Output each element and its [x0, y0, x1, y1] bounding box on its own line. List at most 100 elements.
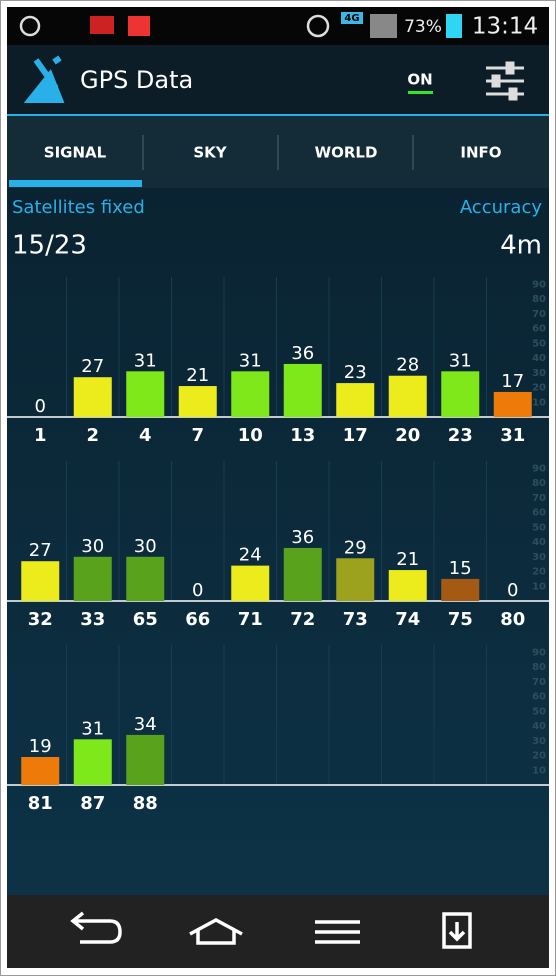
status-bar [7, 7, 549, 45]
value-label: 34 [134, 714, 157, 735]
y-tick-label: 10 [532, 581, 546, 592]
bar [73, 377, 112, 417]
x-tick-label: 66 [185, 609, 210, 630]
x-tick-label: 81 [28, 793, 53, 814]
y-tick-label: 80 [532, 662, 546, 673]
y-tick-label: 80 [532, 294, 546, 305]
app-icon [90, 16, 114, 34]
x-tick-label: 87 [80, 793, 105, 814]
value-label: 31 [449, 350, 472, 371]
y-tick-label: 60 [532, 324, 546, 335]
y-tick-label: 40 [532, 537, 546, 548]
toggle[interactable]: ON [407, 71, 432, 89]
y-tick-label: 90 [532, 463, 546, 474]
app-icon [128, 16, 150, 36]
accuracy-label: Accuracy [460, 197, 543, 218]
settings-icon[interactable] [486, 61, 524, 101]
x-tick-label: 4 [139, 425, 152, 446]
tab[interactable]: SIGNAL [44, 144, 107, 162]
x-tick-label: 65 [133, 609, 158, 630]
bar [283, 547, 322, 601]
tab-indicator [9, 180, 142, 187]
charts: 1020304050607080900127231421731103613231… [7, 277, 549, 814]
back[interactable] [70, 911, 122, 944]
bar [388, 570, 427, 601]
bar [231, 565, 270, 601]
x-tick-label: 88 [133, 793, 158, 814]
y-tick-label: 30 [532, 552, 546, 563]
value-label: 0 [507, 580, 518, 601]
value-label: 23 [344, 362, 367, 383]
download[interactable] [442, 912, 472, 949]
toggle-indicator [408, 91, 433, 94]
x-tick-label: 10 [238, 425, 263, 446]
y-tick-label: 70 [532, 677, 546, 688]
y-tick-label: 20 [532, 751, 546, 762]
value-label: 30 [134, 536, 157, 557]
tab[interactable]: INFO [460, 144, 501, 162]
signal-icon [370, 14, 397, 38]
fixed-label: Satellites fixed [12, 197, 145, 218]
y-tick-label: 90 [532, 279, 546, 290]
battery-text: 73% [404, 17, 442, 37]
value-label: 36 [291, 343, 314, 364]
x-tick-label: 7 [191, 425, 204, 446]
y-tick-label: 50 [532, 706, 546, 717]
value-label: 31 [134, 350, 157, 371]
value-label: 28 [396, 355, 419, 376]
app-logo [23, 55, 65, 103]
tab[interactable]: SKY [193, 144, 227, 162]
tab[interactable]: WORLD [315, 144, 378, 162]
bar [21, 757, 60, 785]
y-tick-label: 10 [532, 397, 546, 408]
home[interactable] [189, 918, 243, 945]
value-label: 0 [35, 396, 46, 417]
y-tick-label: 20 [532, 567, 546, 578]
x-tick-label: 17 [343, 425, 368, 446]
x-tick-label: 74 [395, 609, 420, 630]
bar [441, 578, 480, 601]
app-title: GPS Data [80, 66, 193, 94]
value-label: 27 [81, 356, 104, 377]
y-tick-label: 70 [532, 493, 546, 504]
bar [336, 558, 375, 601]
x-tick-label: 2 [86, 425, 99, 446]
y-tick-label: 30 [532, 368, 546, 379]
network-badge [341, 12, 363, 24]
value-label: 15 [449, 558, 472, 579]
x-tick-label: 71 [238, 609, 263, 630]
y-tick-label: 50 [532, 522, 546, 533]
value-label: 21 [396, 549, 419, 570]
bar [231, 371, 270, 417]
clock: 13:14 [472, 14, 538, 40]
divider [7, 114, 549, 116]
x-tick-label: 72 [290, 609, 315, 630]
app-bar [7, 45, 549, 115]
y-tick-label: 10 [532, 765, 546, 776]
x-tick-label: 31 [500, 425, 525, 446]
y-tick-label: 40 [532, 721, 546, 732]
y-tick-label: 80 [532, 478, 546, 489]
y-tick-label: 70 [532, 309, 546, 320]
value-label: 19 [29, 736, 52, 757]
y-tick-label: 60 [532, 692, 546, 703]
accuracy-value: 4m [500, 231, 542, 261]
bar [126, 371, 165, 417]
x-tick-label: 32 [28, 609, 53, 630]
x-tick-label: 20 [395, 425, 420, 446]
x-tick-label: 1 [34, 425, 47, 446]
bar [126, 734, 165, 785]
value-label: 0 [192, 580, 203, 601]
battery-icon [446, 14, 462, 38]
value-label: 17 [501, 371, 524, 392]
nav-bar [7, 895, 549, 968]
value-label: 31 [239, 350, 262, 371]
menu[interactable] [315, 920, 360, 944]
bar [21, 561, 60, 601]
x-tick-label: 80 [500, 609, 525, 630]
bar [178, 386, 217, 417]
value-label: 30 [81, 536, 104, 557]
bar [73, 739, 112, 785]
gps-icon [19, 15, 41, 37]
